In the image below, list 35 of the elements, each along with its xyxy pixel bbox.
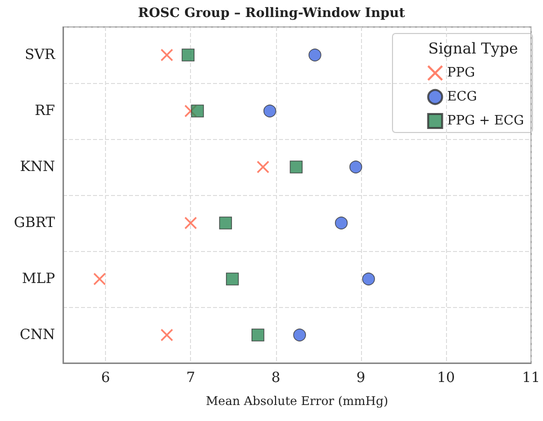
y-tick-label: GBRT <box>14 215 56 231</box>
x-tick-label: 10 <box>437 370 455 386</box>
point <box>349 160 362 174</box>
y-tick-label: MLP <box>22 271 55 287</box>
legend-label: PPG <box>447 66 476 80</box>
point <box>293 328 306 342</box>
y-tick-label: KNN <box>20 159 55 175</box>
x-axis-title: Mean Absolute Error (mmHg) <box>206 394 388 408</box>
legend-label: PPG + ECG <box>447 114 524 128</box>
point <box>362 272 375 286</box>
point <box>160 48 174 62</box>
y-tick-label: RF <box>34 103 56 119</box>
x-tick-label: 7 <box>186 370 196 386</box>
point <box>251 328 264 342</box>
point <box>219 216 232 230</box>
point <box>191 104 204 118</box>
x-tick-label: 8 <box>271 370 280 386</box>
point <box>290 160 303 174</box>
x-tick-label: 11 <box>522 370 540 386</box>
legend-title: Signal Type <box>428 40 518 58</box>
point <box>226 272 239 286</box>
point <box>93 272 106 286</box>
point <box>308 48 322 62</box>
point <box>334 216 348 230</box>
y-tick-label: SVR <box>24 47 56 63</box>
point <box>182 48 195 62</box>
point <box>184 216 197 230</box>
legend-label: ECG <box>447 90 477 104</box>
point <box>160 328 174 342</box>
x-tick-label: 9 <box>356 370 366 386</box>
point <box>256 160 270 174</box>
chart-title: ROSC Group – Rolling-Window Input <box>138 6 405 21</box>
point <box>263 104 276 118</box>
x-tick-label: 6 <box>101 370 110 386</box>
y-tick-label: CNN <box>20 327 55 343</box>
